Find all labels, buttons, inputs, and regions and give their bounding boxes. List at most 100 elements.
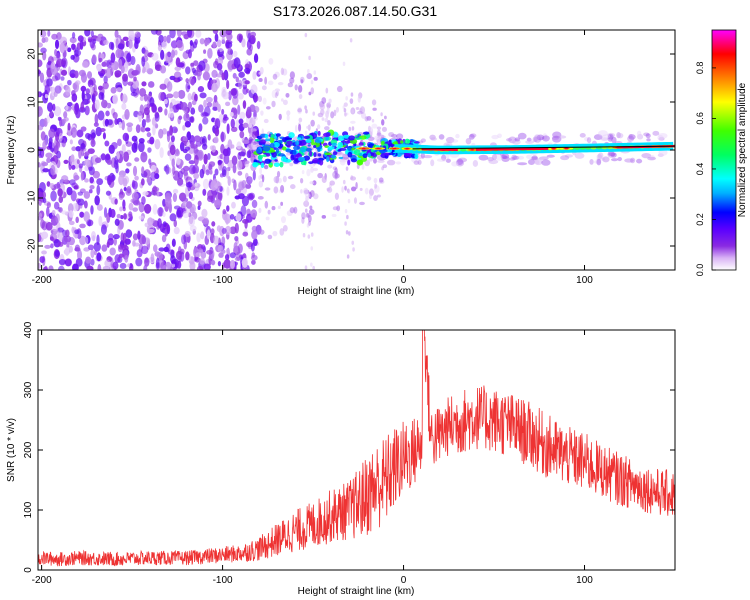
spectrogram-cell <box>50 164 56 176</box>
spectrogram-cell <box>97 264 102 270</box>
spectrogram-cell <box>112 261 119 270</box>
spectrogram-cell <box>198 104 204 113</box>
spectrogram-cell <box>84 159 90 167</box>
spectrogram-cell <box>233 57 241 69</box>
spectrogram-cell <box>63 235 72 243</box>
spectrogram-cell <box>72 263 79 270</box>
spectrogram-cell <box>388 152 396 156</box>
spectrogram-cell <box>294 124 298 133</box>
spectrogram-cell <box>344 208 348 214</box>
spectrogram-cell <box>81 61 89 68</box>
spectrogram-cell <box>141 81 147 87</box>
spectrogram-cell <box>315 139 322 144</box>
spectrogram-cell <box>488 159 499 165</box>
spectrogram-cell <box>174 149 180 157</box>
spectrogram-cell <box>347 159 351 166</box>
spectrogram-cell <box>304 193 311 198</box>
spectrogram-cell <box>38 142 41 148</box>
spectrogram-cell <box>277 205 281 210</box>
spectrogram-cell <box>281 146 287 151</box>
spectrogram-cell <box>89 39 95 49</box>
spectrogram-cell <box>172 192 178 203</box>
spectrogram-cell <box>381 119 385 126</box>
spectrogram-cell <box>492 153 498 161</box>
spectrogram-cell <box>197 265 204 270</box>
spectrogram-cell <box>377 135 386 139</box>
spectrogram-cell <box>118 121 123 129</box>
spectrogram-cell <box>355 106 360 110</box>
spectrogram-cell <box>542 135 550 142</box>
spectrogram-cell <box>193 172 200 180</box>
spectrogram-cell <box>235 213 242 222</box>
spectrogram-cell <box>281 98 284 102</box>
spectrogram-cell <box>148 158 152 165</box>
spectrogram-cell <box>45 206 50 217</box>
spectrogram-cell <box>265 106 271 110</box>
spectrogram-cell <box>234 222 239 234</box>
spectrogram-cell <box>262 97 267 105</box>
spectrogram-cell <box>357 95 361 103</box>
spectrogram-cell <box>107 175 112 186</box>
spectrogram-cell <box>84 178 89 183</box>
spectrogram-cell <box>381 166 385 171</box>
spectrogram-cell <box>608 152 616 157</box>
spectrogram-cell <box>75 216 79 224</box>
spectrogram-cell <box>81 150 85 157</box>
spectrogram-cell <box>353 148 361 156</box>
spectrogram-cell <box>106 212 111 223</box>
spectrogram-cell <box>94 195 100 206</box>
spectrogram-cell <box>244 63 250 70</box>
spectrogram-cell <box>257 196 264 200</box>
spectrogram-cell <box>202 71 210 81</box>
spectrogram-cell <box>610 152 617 158</box>
spectrogram-cell <box>369 127 374 136</box>
spectrogram-cell <box>279 228 285 236</box>
spectrogram-cell <box>258 78 263 83</box>
spectrogram-xtick-label: 100 <box>576 275 593 286</box>
spectrogram-cell <box>105 190 112 196</box>
snr-xtick-label: 0 <box>401 575 407 586</box>
spectrogram-cell <box>264 200 269 209</box>
spectrogram-cell <box>647 156 657 161</box>
spectrogram-cell <box>223 114 228 119</box>
spectrogram-cell <box>341 186 344 193</box>
spectrogram-cell <box>160 65 167 74</box>
spectrogram-cell <box>269 162 273 166</box>
spectrogram-cell <box>226 79 230 90</box>
spectrogram-cell <box>531 155 538 160</box>
spectrogram-cell <box>250 242 255 252</box>
spectrogram-cell <box>168 107 175 119</box>
spectrogram-cell <box>130 91 138 97</box>
spectrogram-cell <box>327 164 333 169</box>
spectrogram-cell <box>187 101 192 109</box>
spectrogram-cell <box>38 146 42 157</box>
spectrogram-cell <box>184 230 191 237</box>
spectrogram-cell <box>310 138 315 146</box>
spectrogram-cell <box>116 213 121 219</box>
spectrogram-cell <box>122 175 130 185</box>
spectrogram-cell <box>280 67 285 76</box>
spectrogram-cell <box>445 152 450 159</box>
spectrogram-cell <box>602 134 611 139</box>
spectrogram-cell <box>143 107 150 116</box>
spectrogram-cell <box>194 38 198 45</box>
spectrogram-cell <box>514 137 521 142</box>
spectrogram-cell <box>552 135 562 143</box>
spectrogram-cell <box>441 154 447 161</box>
spectrogram-cell <box>221 236 226 247</box>
spectrogram-cell <box>166 131 171 143</box>
snr-ytick-label: 400 <box>23 321 34 338</box>
spectrogram-cell <box>297 137 302 141</box>
spectrogram-cell <box>38 181 46 193</box>
spectrogram-cell <box>353 197 357 204</box>
colorbar-tick-label: 0.4 <box>695 163 705 176</box>
spectrogram-cell <box>238 79 243 90</box>
spectrogram-cell <box>160 261 167 270</box>
spectrogram-cell <box>94 99 100 111</box>
spectrogram-cell <box>269 142 275 149</box>
spectrogram-cell <box>174 66 182 71</box>
snr-plot-area <box>38 330 675 570</box>
spectrogram-cell <box>487 157 494 162</box>
spectrogram-cell <box>221 249 226 254</box>
spectrogram-cell <box>169 144 176 156</box>
